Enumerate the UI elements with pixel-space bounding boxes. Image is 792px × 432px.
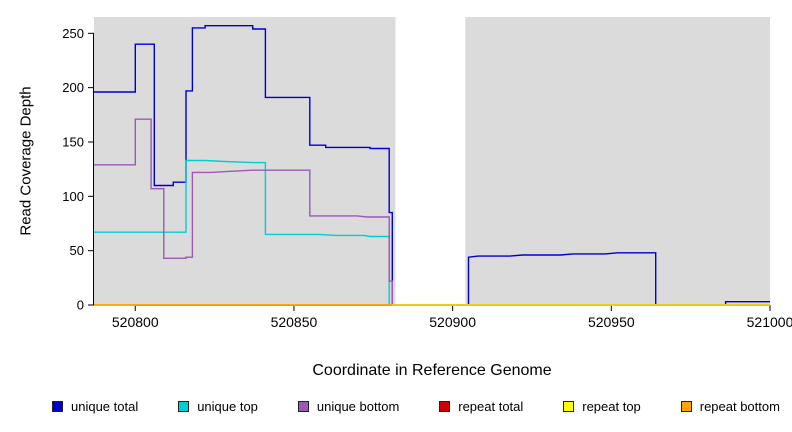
y-tick-label: 200 — [62, 80, 84, 95]
y-tick-label: 0 — [77, 298, 84, 313]
legend-label: unique bottom — [316, 399, 400, 414]
repeat-bottom-swatch-icon — [680, 401, 692, 412]
legend-label: unique top — [197, 399, 258, 414]
unique-top-swatch-icon — [178, 401, 190, 412]
legend-label: unique total — [71, 399, 139, 414]
legend: unique total unique top unique bottom re… — [52, 399, 780, 414]
y-tick-label: 100 — [62, 189, 84, 204]
legend-label: repeat total — [458, 399, 524, 414]
x-tick-label: 520800 — [112, 314, 159, 330]
x-tick-label: 520900 — [429, 314, 476, 330]
series-unique-top — [94, 159, 770, 306]
legend-label: repeat bottom — [699, 399, 780, 414]
x-tick-label: 521000 — [747, 314, 792, 330]
series-unique-bottom — [94, 118, 770, 306]
repeat-top-swatch-icon — [563, 401, 575, 412]
coverage-gap-band — [395, 17, 466, 305]
repeat-total-swatch-icon — [439, 401, 451, 412]
legend-item-unique-bottom: unique bottom — [297, 399, 400, 414]
legend-item-repeat-top: repeat top — [563, 399, 641, 414]
x-tick-label: 520850 — [271, 314, 318, 330]
legend-item-repeat-bottom: repeat bottom — [680, 399, 780, 414]
legend-item-repeat-total: repeat total — [439, 399, 523, 414]
legend-label: repeat top — [582, 399, 641, 414]
y-tick-label: 50 — [70, 243, 84, 258]
unique-total-swatch-icon — [52, 401, 63, 412]
unique-bottom-swatch-icon — [297, 401, 309, 412]
x-axis-title: Coordinate in Reference Genome — [312, 362, 552, 379]
legend-item-unique-total: unique total — [52, 399, 138, 414]
series-unique-total — [94, 25, 770, 306]
y-tick-label: 250 — [62, 26, 84, 41]
y-tick-label: 150 — [62, 134, 84, 149]
legend-item-unique-top: unique top — [178, 399, 258, 414]
y-axis-title: Read Coverage Depth — [17, 86, 35, 236]
x-tick-label: 520950 — [588, 314, 635, 330]
